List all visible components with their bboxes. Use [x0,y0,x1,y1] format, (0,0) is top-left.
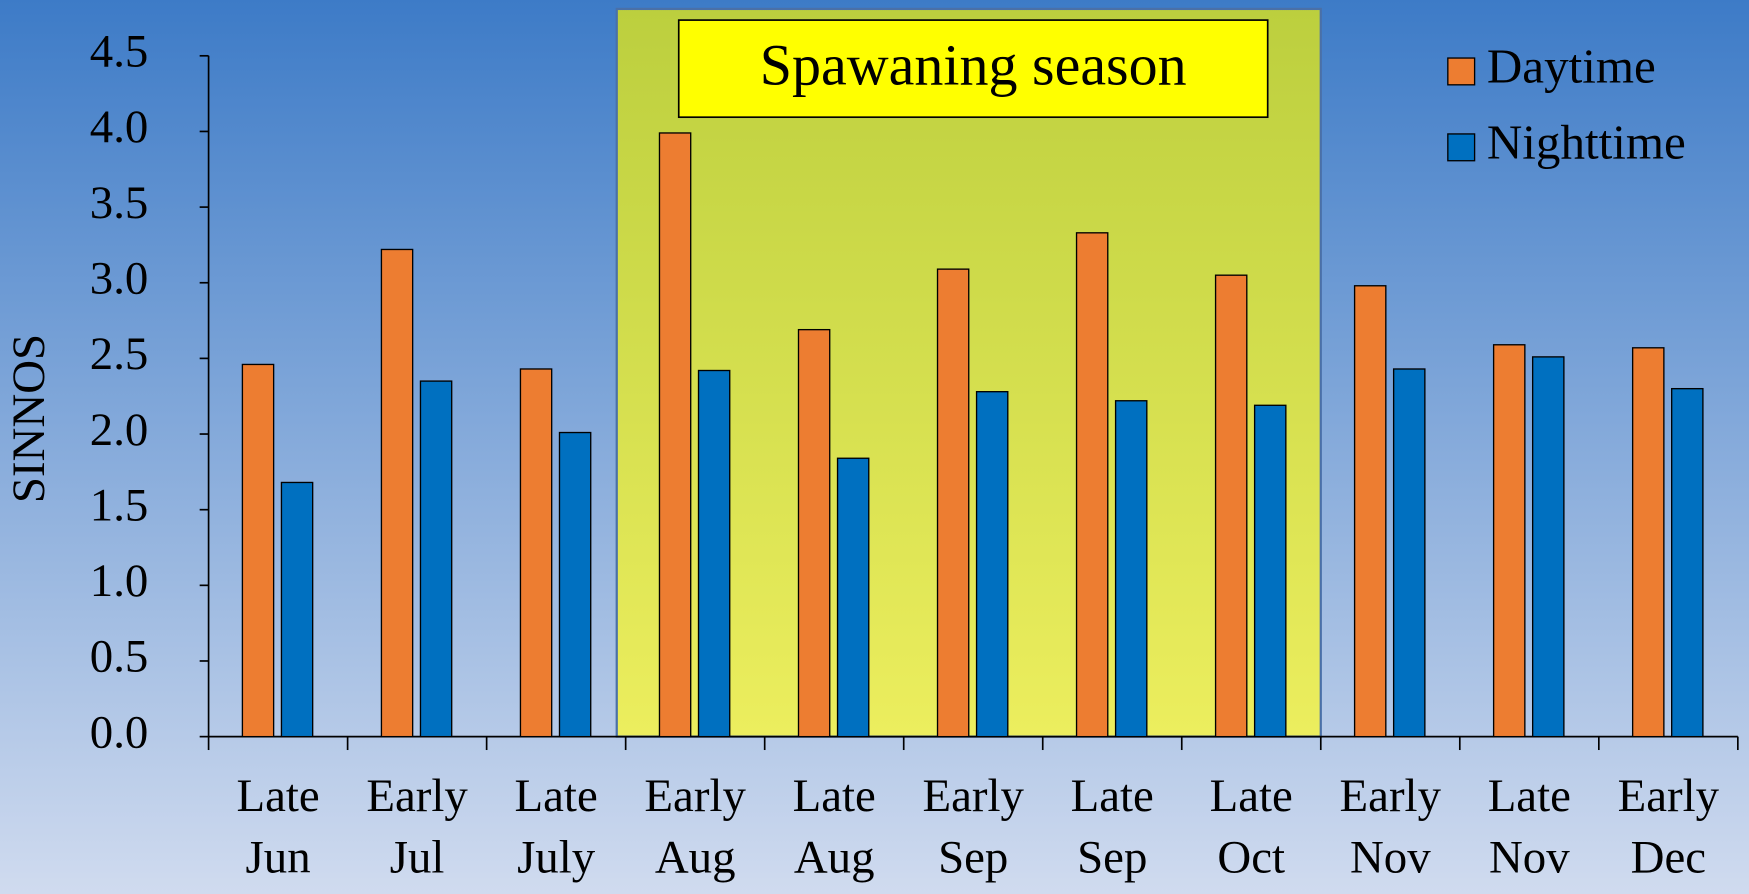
x-tick-label: Early [1340,770,1442,822]
bar [1214,274,1248,738]
x-tick-label: Sep [938,831,1008,883]
bar [280,481,314,738]
x-tick-label: Early [366,770,468,822]
x-tick-label: Sep [1077,831,1147,883]
bar [1631,347,1665,738]
bar [975,391,1009,738]
y-tick-label: 4.0 [90,101,149,153]
x-tick-label: Nov [1350,831,1431,883]
bar [558,431,592,738]
bar [1075,232,1109,738]
bar [797,328,831,738]
y-tick-label: 1.5 [90,479,149,531]
y-tick-label: 3.5 [90,177,149,229]
bar [1392,368,1426,738]
bar [836,457,870,738]
x-tick-label: Oct [1217,831,1285,883]
bar [936,268,970,738]
y-tick-label: 3.0 [90,252,149,304]
x-tick-label: Late [1071,770,1154,822]
bar [1531,356,1565,738]
y-tick-label: 4.5 [90,26,149,78]
y-tick-label: 1.0 [90,555,149,607]
x-tick-label: Jul [390,831,445,883]
bar [658,132,692,738]
y-axis-label: SINNOS [3,334,55,503]
x-tick-label: Late [236,770,319,822]
legend-label: Daytime [1487,39,1656,94]
legend-swatch [1447,133,1476,162]
bar [1253,404,1287,738]
x-tick-label: Early [1618,770,1720,822]
bar [419,380,453,738]
bar [1671,387,1704,738]
bar [519,368,553,738]
x-tick-label: July [517,831,596,883]
x-tick-label: Early [644,770,746,822]
x-tick-label: Late [515,770,598,822]
annotation: Spawaning season [760,33,1187,98]
legend-swatch [1447,57,1476,86]
bar [1492,344,1526,738]
x-tick-label: Dec [1631,831,1706,883]
x-tick-label: Aug [655,831,736,883]
annotation-box [677,19,1269,119]
x-tick-label: Late [793,770,876,822]
bar [1353,285,1387,738]
x-tick-label: Aug [794,831,875,883]
x-tick-label: Early [922,770,1024,822]
y-tick-label: 0.5 [90,631,149,683]
x-tick-label: Late [1210,770,1293,822]
bar [1114,400,1148,738]
legend-label: Nighttime [1487,115,1686,170]
bar [241,363,275,738]
x-tick-label: Late [1488,770,1571,822]
bar [380,248,414,738]
x-tick-label: Jun [246,831,311,883]
x-tick-label: Nov [1489,831,1570,883]
y-tick-label: 2.5 [90,328,149,380]
y-tick-label: 2.0 [90,404,149,456]
y-tick-label: 0.0 [90,706,149,758]
bar [697,369,731,738]
